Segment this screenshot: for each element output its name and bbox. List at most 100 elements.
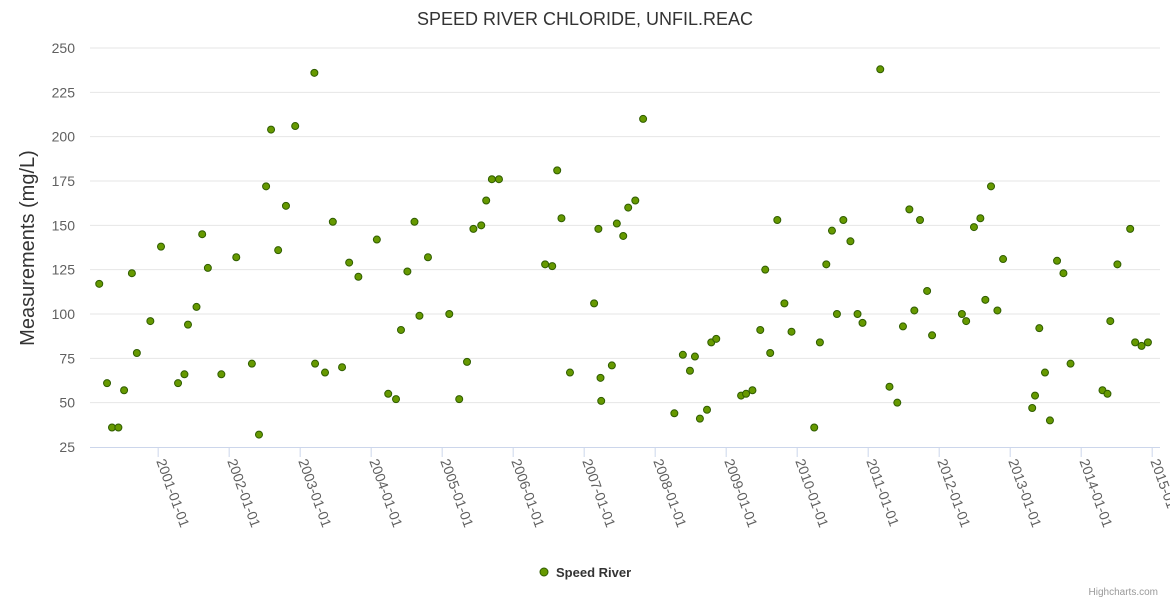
data-point[interactable]: [780, 299, 789, 308]
data-point[interactable]: [192, 302, 201, 311]
data-point[interactable]: [103, 379, 112, 388]
data-point[interactable]: [354, 272, 363, 281]
data-point[interactable]: [787, 327, 796, 336]
data-point[interactable]: [596, 373, 605, 382]
data-point[interactable]: [678, 350, 687, 359]
data-point[interactable]: [180, 370, 189, 379]
legend-item-speed-river[interactable]: Speed River: [556, 565, 631, 580]
data-point[interactable]: [612, 219, 621, 228]
data-point[interactable]: [639, 114, 648, 123]
data-point[interactable]: [670, 409, 679, 418]
data-point[interactable]: [969, 223, 978, 232]
data-point[interactable]: [482, 196, 491, 205]
data-point[interactable]: [410, 217, 419, 226]
data-point[interactable]: [590, 299, 599, 308]
data-point[interactable]: [1059, 269, 1068, 278]
data-point[interactable]: [267, 125, 276, 134]
data-point[interactable]: [132, 349, 141, 358]
data-point[interactable]: [685, 366, 694, 375]
data-point[interactable]: [548, 262, 557, 271]
data-point[interactable]: [999, 255, 1008, 264]
data-point[interactable]: [114, 423, 123, 432]
legend-marker-icon[interactable]: [539, 567, 549, 577]
data-point[interactable]: [761, 265, 770, 274]
data-point[interactable]: [203, 263, 212, 272]
data-point[interactable]: [839, 216, 848, 225]
data-point[interactable]: [553, 166, 562, 175]
credits-link[interactable]: Highcharts.com: [1089, 587, 1158, 598]
data-point[interactable]: [120, 386, 129, 395]
data-point[interactable]: [1106, 317, 1115, 326]
data-point[interactable]: [703, 405, 712, 414]
data-point[interactable]: [311, 359, 320, 368]
data-point[interactable]: [773, 216, 782, 225]
data-point[interactable]: [742, 389, 751, 398]
data-point[interactable]: [1031, 391, 1040, 400]
data-point[interactable]: [690, 352, 699, 361]
data-point[interactable]: [923, 286, 932, 295]
data-point[interactable]: [822, 260, 831, 269]
data-point[interactable]: [981, 295, 990, 304]
data-point[interactable]: [748, 386, 757, 395]
data-point[interactable]: [597, 396, 606, 405]
data-point[interactable]: [876, 65, 885, 74]
data-point[interactable]: [858, 318, 867, 327]
data-point[interactable]: [1035, 324, 1044, 333]
data-point[interactable]: [445, 310, 454, 318]
data-point[interactable]: [494, 175, 503, 184]
data-point[interactable]: [310, 68, 319, 77]
data-point[interactable]: [898, 322, 907, 331]
data-point[interactable]: [827, 226, 836, 235]
data-point[interactable]: [910, 306, 919, 315]
data-point[interactable]: [415, 311, 424, 320]
data-point[interactable]: [916, 216, 925, 225]
data-point[interactable]: [487, 175, 496, 184]
data-point[interactable]: [557, 214, 566, 223]
data-point[interactable]: [321, 368, 330, 377]
data-point[interactable]: [607, 361, 616, 370]
data-point[interactable]: [384, 389, 393, 398]
data-point[interactable]: [1103, 389, 1112, 398]
data-point[interactable]: [766, 349, 775, 358]
data-point[interactable]: [127, 269, 136, 278]
data-point[interactable]: [232, 253, 241, 262]
data-point[interactable]: [455, 395, 464, 404]
data-point[interactable]: [95, 279, 104, 288]
data-point[interactable]: [254, 430, 263, 439]
data-point[interactable]: [372, 235, 381, 244]
data-point[interactable]: [832, 310, 841, 318]
data-point[interactable]: [281, 201, 290, 210]
data-point[interactable]: [815, 338, 824, 347]
data-point[interactable]: [853, 310, 862, 318]
legend[interactable]: Speed River: [539, 565, 631, 580]
data-point[interactable]: [262, 182, 271, 191]
data-point[interactable]: [247, 359, 256, 368]
data-point[interactable]: [1126, 224, 1135, 233]
data-point[interactable]: [976, 214, 985, 223]
data-point[interactable]: [477, 221, 486, 230]
data-point[interactable]: [846, 237, 855, 246]
data-point[interactable]: [1040, 368, 1049, 377]
data-point[interactable]: [1028, 403, 1037, 412]
data-point[interactable]: [893, 398, 902, 407]
data-point[interactable]: [928, 331, 937, 340]
data-point[interactable]: [987, 182, 996, 191]
data-point[interactable]: [157, 242, 166, 251]
data-point[interactable]: [957, 310, 966, 318]
data-point[interactable]: [338, 363, 347, 372]
data-point[interactable]: [624, 203, 633, 212]
data-point[interactable]: [1045, 416, 1054, 425]
data-point[interactable]: [328, 217, 337, 226]
data-point[interactable]: [174, 379, 183, 388]
data-point[interactable]: [396, 325, 405, 334]
data-point[interactable]: [274, 246, 283, 255]
data-point[interactable]: [146, 317, 155, 326]
data-point[interactable]: [1131, 338, 1140, 347]
data-point[interactable]: [403, 267, 412, 276]
data-point[interactable]: [695, 414, 704, 423]
data-point[interactable]: [712, 334, 721, 343]
data-point[interactable]: [541, 260, 550, 269]
data-point[interactable]: [423, 253, 432, 262]
data-point[interactable]: [594, 224, 603, 233]
data-point[interactable]: [1143, 338, 1152, 347]
